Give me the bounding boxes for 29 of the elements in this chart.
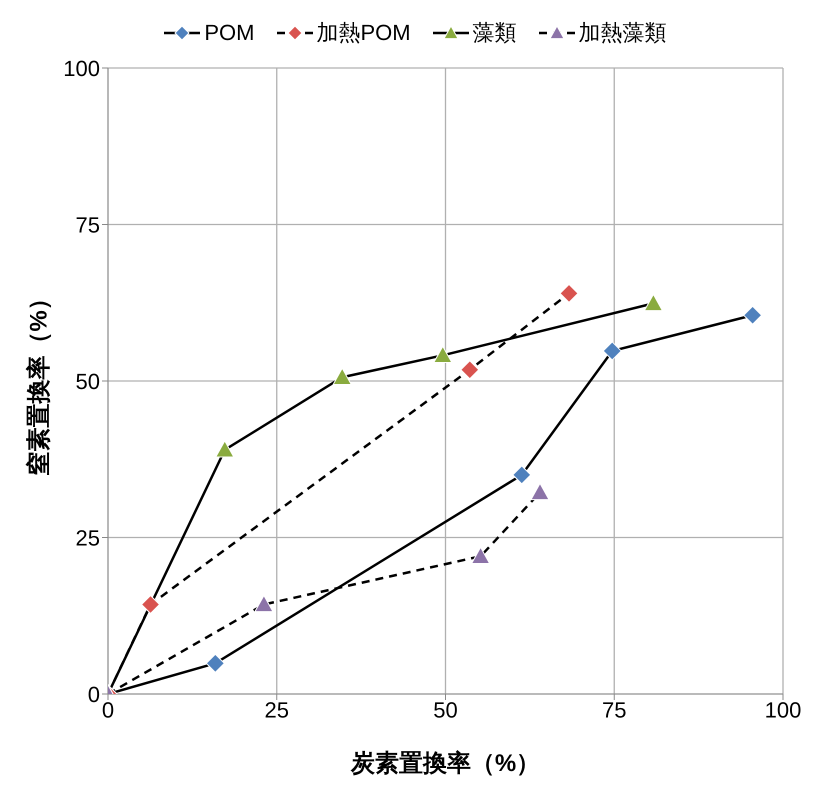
x-tick-label: 25	[264, 698, 289, 723]
point	[560, 284, 579, 303]
legend-label: 藻類	[472, 19, 517, 47]
point	[530, 482, 550, 500]
x-axis-title: 炭素置換率（%）	[350, 750, 540, 778]
y-tick-label: 75	[76, 212, 100, 238]
point	[602, 341, 622, 360]
y-axis-title: 窒素置換率（%）	[24, 286, 53, 476]
point	[254, 594, 274, 612]
y-tick-label: 25	[76, 525, 100, 550]
x-tick-label: 50	[433, 698, 458, 723]
point	[460, 360, 480, 380]
x-tick-label: 75	[602, 698, 626, 723]
point	[206, 654, 225, 673]
point	[433, 346, 452, 364]
point	[644, 294, 663, 312]
point	[141, 594, 160, 614]
point	[332, 368, 352, 385]
legend-label: 加熱POM	[316, 19, 411, 47]
y-tick-label: 100	[63, 56, 100, 81]
point	[471, 546, 490, 564]
point	[512, 465, 532, 484]
y-tick-label: 50	[76, 368, 100, 394]
legend-label: POM	[204, 20, 254, 46]
legend-label: 加熱藻類	[578, 19, 667, 47]
y-tick-label: 0	[88, 682, 100, 707]
point	[215, 440, 234, 458]
point	[743, 306, 762, 325]
x-tick-label: 100	[764, 698, 802, 723]
